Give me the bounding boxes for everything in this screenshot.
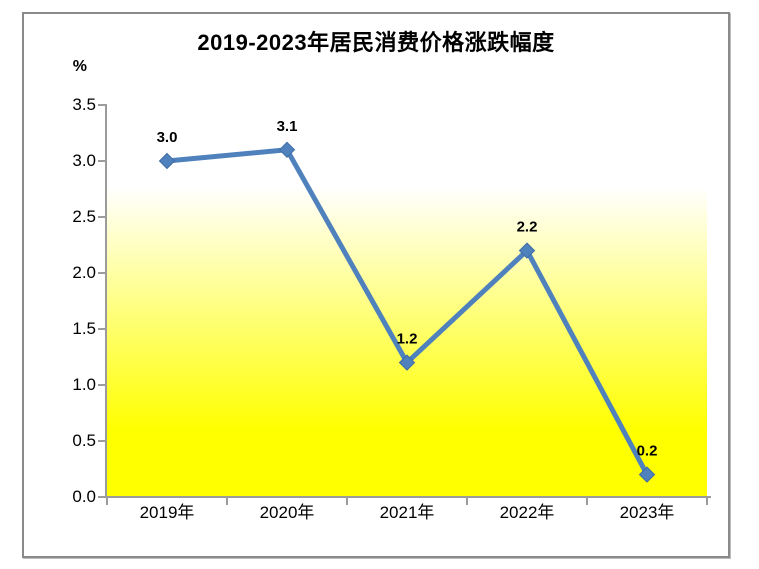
x-tick-mark [346,498,348,505]
data-point-label: 3.0 [157,129,178,146]
x-axis-category-label: 2019年 [139,503,195,522]
plot-area [107,105,707,497]
price-trend-line [164,147,650,478]
y-tick-label: 2.5 [72,207,96,226]
y-tick-mark [98,104,106,106]
y-tick-mark [98,496,106,498]
y-tick-mark [98,440,106,442]
x-tick-mark [466,498,468,505]
data-point-marker [638,466,656,483]
y-tick-label: 1.0 [72,375,96,394]
y-tick-label: 0.5 [72,431,96,450]
x-tick-mark [706,498,708,505]
x-axis-line [107,496,711,498]
data-point-marker [518,242,536,259]
y-tick-mark [98,328,106,330]
data-point-marker [398,354,416,371]
y-tick-mark [98,384,106,386]
data-point-label: 1.2 [397,331,418,348]
data-point-label: 0.2 [637,443,658,460]
y-tick-label: 2.0 [72,263,96,282]
data-point-label: 2.2 [517,219,538,236]
y-tick-label: 0.0 [72,487,96,506]
y-tick-mark [98,160,106,162]
x-tick-mark [586,498,588,505]
chart-title: 2019-2023年居民消费价格涨跌幅度 [197,30,555,55]
x-tick-mark [226,498,228,505]
line-series: 3.0 3.1 1.2 2.2 0.2 [157,118,658,483]
y-tick-mark [98,216,106,218]
x-axis-category-label: 2022年 [499,503,555,522]
y-axis-line [105,104,107,498]
x-axis-category-label: 2023年 [619,503,675,522]
y-tick-label: 3.5 [72,95,96,114]
x-axis-category-label: 2021年 [379,503,435,522]
y-tick-label: 1.5 [72,319,96,338]
x-tick-mark [106,498,108,505]
data-point-marker [278,141,296,159]
y-tick-mark [98,272,106,274]
x-axis-category-label: 2020年 [259,503,315,522]
data-point-label: 3.1 [277,118,298,135]
y-tick-label: 3.0 [72,151,96,170]
data-point-marker [158,152,176,170]
y-axis-unit-label: % [72,58,87,75]
